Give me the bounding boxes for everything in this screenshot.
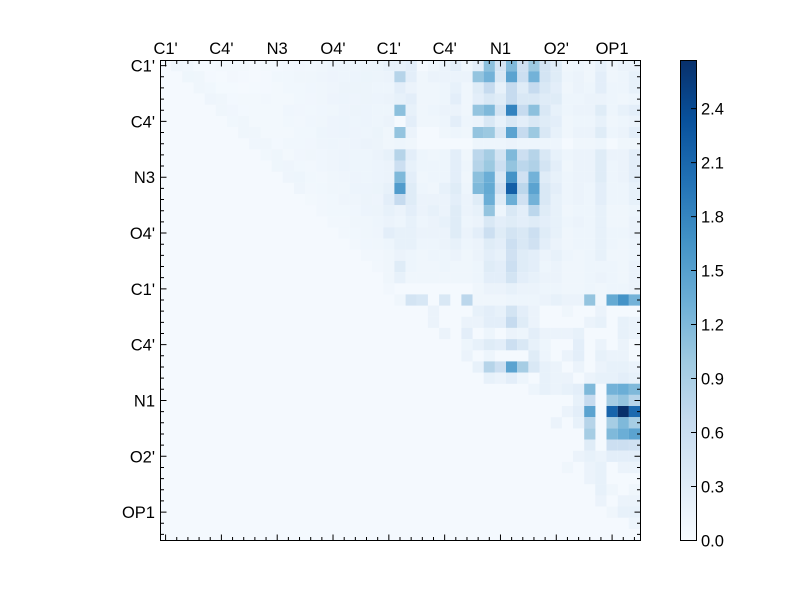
svg-text:C4': C4' [131, 337, 155, 355]
svg-text:OP1: OP1 [596, 40, 629, 58]
svg-text:C1': C1' [131, 58, 155, 76]
svg-text:1.8: 1.8 [701, 209, 724, 227]
svg-text:N3: N3 [134, 169, 155, 187]
svg-text:2.4: 2.4 [701, 101, 724, 119]
svg-text:N1: N1 [134, 393, 155, 411]
svg-text:2.1: 2.1 [701, 155, 724, 173]
svg-text:N1: N1 [490, 40, 511, 58]
svg-text:C1': C1' [131, 281, 155, 299]
svg-text:0.3: 0.3 [701, 479, 724, 497]
svg-text:0.0: 0.0 [701, 533, 724, 551]
svg-text:0.6: 0.6 [701, 425, 724, 443]
svg-text:O2': O2' [130, 448, 155, 466]
svg-text:C4': C4' [131, 113, 155, 131]
svg-text:OP1: OP1 [122, 504, 155, 522]
svg-text:O4': O4' [130, 225, 155, 243]
svg-text:1.2: 1.2 [701, 317, 724, 335]
svg-text:0.9: 0.9 [701, 371, 724, 389]
svg-text:1.5: 1.5 [701, 263, 724, 281]
svg-text:C4': C4' [433, 40, 457, 58]
svg-text:N3: N3 [267, 40, 288, 58]
svg-text:O2': O2' [544, 40, 569, 58]
svg-text:O4': O4' [320, 40, 345, 58]
svg-text:C4': C4' [209, 40, 233, 58]
svg-text:C1': C1' [153, 40, 177, 58]
svg-text:C1': C1' [377, 40, 401, 58]
